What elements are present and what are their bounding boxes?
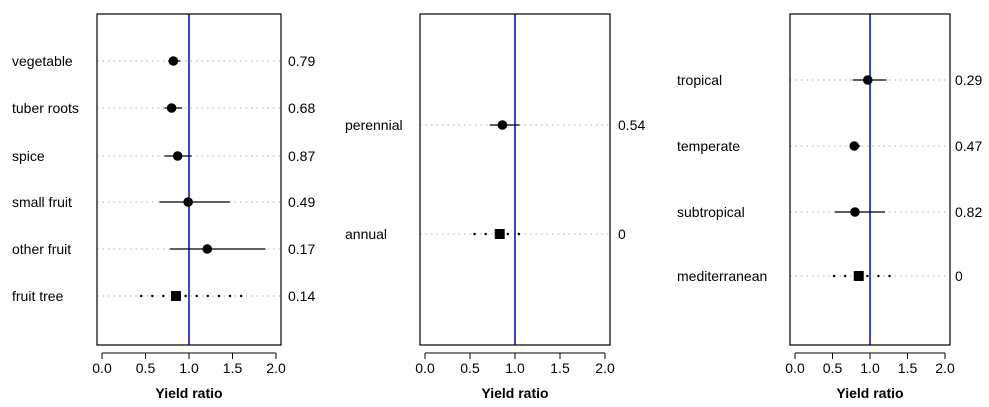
plot-frame <box>419 13 611 346</box>
category-label-spice: spice <box>12 148 45 164</box>
estimate-marker-vegetable <box>168 56 179 66</box>
x-axis-title: Yield ratio <box>481 385 548 401</box>
x-tick-label: 0.5 <box>136 360 156 376</box>
x-tick-label: 0.5 <box>460 360 480 376</box>
estimate-marker-tuber-roots <box>166 103 177 113</box>
category-label-annual: annual <box>345 226 387 242</box>
estimate-marker-fruit-tree <box>170 291 181 301</box>
category-label-vegetable: vegetable <box>12 53 73 69</box>
x-tick-label: 1.5 <box>223 360 243 376</box>
forest-panel-3: tropical 0.29 temperate 0.47 subtropical 0.82… <box>677 13 982 401</box>
p-value-subtropical: 0.82 <box>955 204 982 220</box>
category-label-small-fruit: small fruit <box>12 194 72 210</box>
x-axis-title: Yield ratio <box>155 385 222 401</box>
p-value-small-fruit: 0.49 <box>288 194 315 210</box>
forest-panel-2: perennial 0.54 annual 0 0.0 0.5 1.0 1.5 2.0 Yield… <box>345 13 645 401</box>
p-value-spice: 0.87 <box>288 148 315 164</box>
x-tick-label: 2.0 <box>266 360 286 376</box>
forest-panel-1: vegetable 0.79 tuber roots 0.68 spice 0.87 sma… <box>12 13 315 401</box>
x-axis-title: Yield ratio <box>836 385 903 401</box>
p-value-vegetable: 0.79 <box>288 53 315 69</box>
p-value-perennial: 0.54 <box>618 117 645 133</box>
x-tick-label: 0.0 <box>92 360 112 376</box>
x-tick-label: 0.0 <box>785 360 805 376</box>
x-tick-label: 1.5 <box>550 360 570 376</box>
category-label-subtropical: subtropical <box>677 204 745 220</box>
category-label-perennial: perennial <box>345 117 403 133</box>
x-tick-label: 1.0 <box>505 360 525 376</box>
plot-frame <box>789 13 951 346</box>
plot-frame <box>96 13 282 346</box>
x-tick-label: 0.0 <box>415 360 435 376</box>
estimate-marker-mediterranean <box>853 271 864 281</box>
x-tick-label: 0.5 <box>823 360 843 376</box>
p-value-mediterranean: 0 <box>955 268 963 284</box>
x-tick-label: 2.0 <box>935 360 955 376</box>
category-label-fruit-tree: fruit tree <box>12 288 64 304</box>
p-value-annual: 0 <box>618 226 626 242</box>
p-value-other-fruit: 0.17 <box>288 241 315 257</box>
x-tick-label: 1.0 <box>860 360 880 376</box>
estimate-marker-tropical <box>862 75 873 85</box>
category-label-mediterranean: mediterranean <box>677 268 767 284</box>
category-label-temperate: temperate <box>677 138 740 154</box>
estimate-marker-temperate <box>849 141 860 151</box>
estimate-marker-other-fruit <box>202 244 213 254</box>
estimate-marker-annual <box>494 229 505 239</box>
x-tick-label: 2.0 <box>595 360 615 376</box>
category-label-other-fruit: other fruit <box>12 241 71 257</box>
p-value-tuber-roots: 0.68 <box>288 100 315 116</box>
estimate-marker-small-fruit <box>183 197 193 207</box>
p-value-tropical: 0.29 <box>955 72 982 88</box>
x-tick-label: 1.0 <box>179 360 199 376</box>
category-label-tropical: tropical <box>677 72 722 88</box>
estimate-marker-subtropical <box>850 207 860 217</box>
estimate-marker-perennial <box>497 120 508 130</box>
p-value-temperate: 0.47 <box>955 138 982 154</box>
estimate-marker-spice <box>172 151 183 161</box>
p-value-fruit-tree: 0.14 <box>288 288 315 304</box>
category-label-tuber-roots: tuber roots <box>12 100 79 116</box>
x-tick-label: 1.5 <box>898 360 918 376</box>
